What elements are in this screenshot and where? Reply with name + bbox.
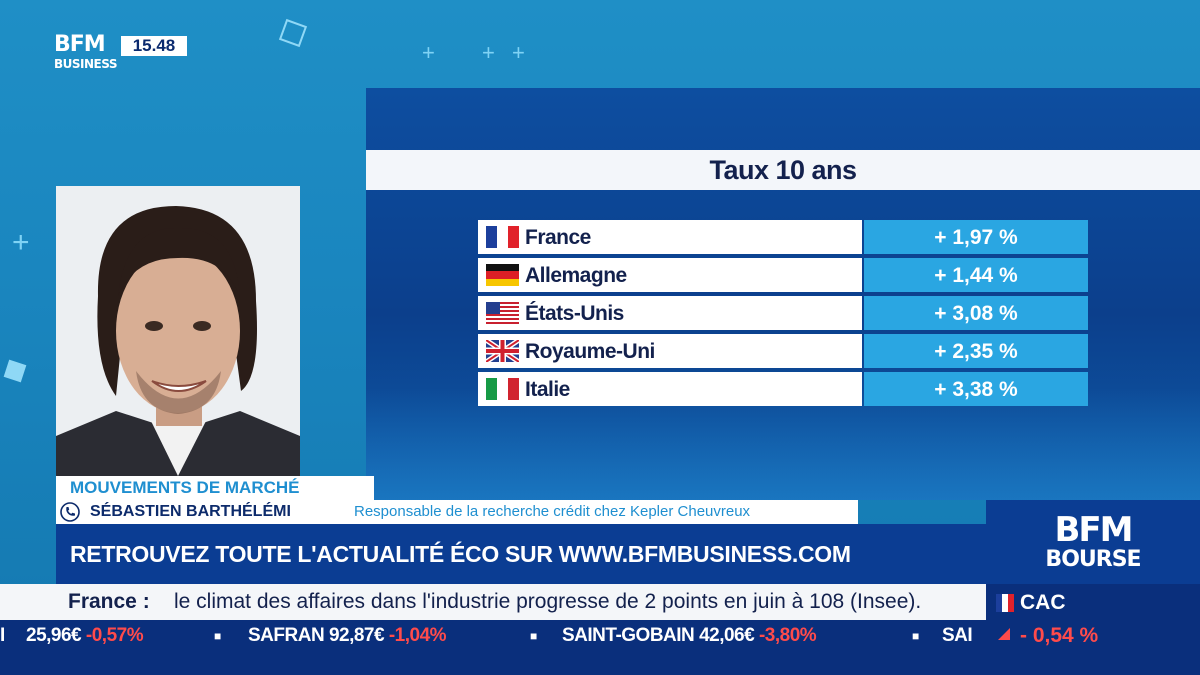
deco-plus-icon: + <box>482 40 495 65</box>
country-cell <box>478 220 862 254</box>
us-flag-icon <box>486 302 519 324</box>
de-flag-icon <box>486 264 519 286</box>
rate-row: Allemagne + 1,44 % <box>478 258 1088 292</box>
phone-icon <box>60 502 80 522</box>
rate-value: + 2,35 % <box>934 340 1018 363</box>
ticker-name: SAI <box>942 625 973 646</box>
clock: 15.48 <box>121 36 187 56</box>
value-cell <box>864 296 1088 330</box>
logo-line1: BFM <box>54 32 106 57</box>
ticker-price: 92,87€ <box>328 625 385 646</box>
ticker-change: -3,80% <box>758 625 817 646</box>
bourse-logo-line2: BOURSE <box>1045 547 1141 572</box>
ticker-name: I <box>0 625 5 646</box>
country-cell <box>478 372 862 406</box>
guest-photo <box>56 186 300 476</box>
ticker-separator-icon: ■ <box>214 629 221 643</box>
news-text: le climat des affaires dans l'industrie … <box>174 590 922 613</box>
ticker-item: SAFRAN 92,87€ -1,04% <box>248 620 447 652</box>
rate-row: Royaume-Uni + 2,35 % <box>478 334 1088 368</box>
news-label: France : <box>68 590 150 613</box>
rate-value: + 1,44 % <box>934 264 1018 287</box>
bfm-business-logo: BFM BUSINESS <box>54 34 118 76</box>
panel-glow <box>366 388 1200 500</box>
ticker-change: -1,04% <box>388 625 447 646</box>
ticker-item: SAINT-GOBAIN 42,06€ -3,80% <box>562 620 817 652</box>
ticker-item: SAI <box>942 620 973 652</box>
country-cell <box>478 296 862 330</box>
ticker-price: 42,06€ <box>699 625 755 646</box>
segment-title: MOUVEMENTS DE MARCHÉ <box>56 476 374 500</box>
fr-flag-icon <box>996 594 1014 612</box>
deco-plus-icon: + <box>422 40 435 65</box>
country-cell <box>478 334 862 368</box>
deco-plus-icon: + <box>12 226 30 259</box>
down-arrow-icon <box>998 628 1010 640</box>
country-name: Italie <box>525 378 570 401</box>
fr-flag-icon <box>486 226 519 248</box>
index-name: CAC <box>1020 591 1066 614</box>
rate-row: France + 1,97 % <box>478 220 1088 254</box>
ticker-name: SAINT-GOBAIN <box>562 625 695 646</box>
value-cell <box>864 220 1088 254</box>
value-cell <box>864 334 1088 368</box>
country-name: Allemagne <box>525 264 627 287</box>
rate-value: + 3,38 % <box>934 378 1018 401</box>
rate-row: Italie + 3,38 % <box>478 372 1088 406</box>
ticker-item: 25,96€ -0,57% <box>26 620 144 652</box>
ticker-price: 25,96€ <box>26 625 82 646</box>
stock-ticker: I 25,96€ -0,57% ■ SAFRAN 92,87€ -1,04% ■… <box>0 620 986 675</box>
rates-panel: Taux 10 ans France + 1,97 % Allemagne + … <box>366 88 1200 500</box>
rate-value: + 3,08 % <box>934 302 1018 325</box>
country-name: France <box>525 226 591 249</box>
bourse-logo-line1: BFM <box>1054 510 1134 550</box>
guest-bar <box>56 500 858 524</box>
value-cell <box>864 372 1088 406</box>
deco-plus-icon: + <box>512 40 525 65</box>
rate-value: + 1,97 % <box>934 226 1018 249</box>
panel-title-bar <box>366 150 1200 190</box>
guest-name: SÉBASTIEN BARTHÉLÉMI <box>90 503 291 520</box>
ticker-change: -0,57% <box>85 625 144 646</box>
index-box: CAC - 0,54 % <box>986 584 1200 675</box>
country-name: Royaume-Uni <box>525 340 655 363</box>
country-name: États-Unis <box>525 302 624 325</box>
bfm-bourse-logo: BFM BOURSE <box>986 500 1200 584</box>
deco-square-icon <box>278 18 308 48</box>
ticker-separator-icon: ■ <box>530 629 537 643</box>
value-cell <box>864 258 1088 292</box>
ticker-name: SAFRAN <box>248 625 325 646</box>
ticker-item: I <box>0 620 5 652</box>
ticker-separator-icon: ■ <box>912 629 919 643</box>
rate-row: États-Unis + 3,08 % <box>478 296 1088 330</box>
logo-line2: BUSINESS <box>54 57 117 71</box>
uk-flag-icon <box>486 340 519 362</box>
guest-role: Responsable de la recherche crédit chez … <box>354 503 751 520</box>
index-change: - 0,54 % <box>1020 624 1099 647</box>
promo-banner: RETROUVEZ TOUTE L'ACTUALITÉ ÉCO SUR WWW.… <box>56 524 986 584</box>
panel-title: Taux 10 ans <box>709 155 857 185</box>
country-cell <box>478 258 862 292</box>
news-crawl: France : le climat des affaires dans l'i… <box>0 584 986 620</box>
deco-square-icon <box>3 359 27 383</box>
it-flag-icon <box>486 378 519 400</box>
